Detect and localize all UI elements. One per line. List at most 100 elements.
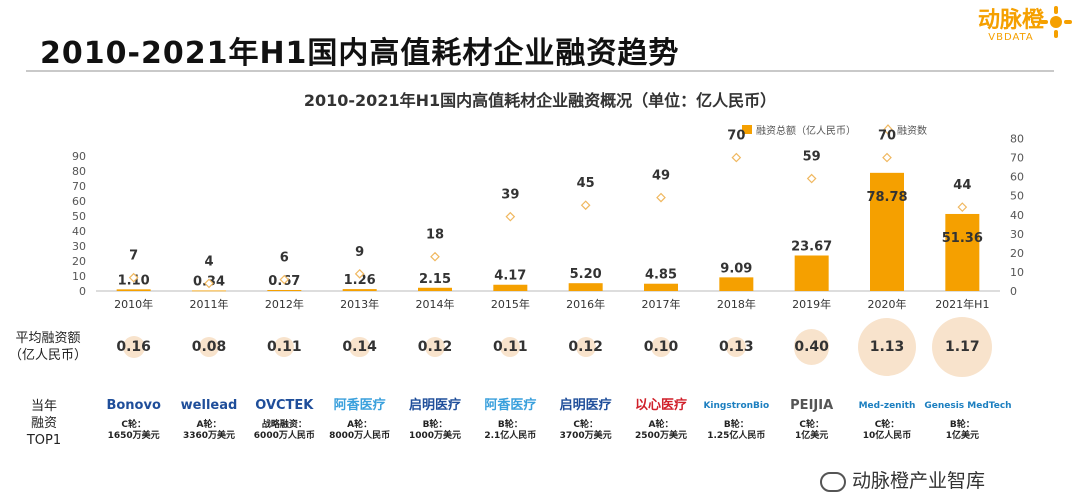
company-cell: 阿香医疗 A轮： 8000万人民币	[322, 392, 398, 442]
company-amount: 3360万美元	[182, 431, 236, 441]
company-logo: Genesis MedTech	[924, 401, 1012, 411]
avg-value-cell: 0.11	[480, 330, 540, 364]
point-marker	[279, 274, 290, 285]
y-left-tick-label: 30	[72, 240, 86, 253]
point-value-label: 6	[280, 251, 289, 266]
avg-bubble	[932, 317, 993, 377]
avg-bubble	[794, 329, 830, 365]
company-round: A轮：	[648, 420, 674, 430]
title-divider	[26, 70, 1054, 72]
avg-value: 0.11	[267, 339, 302, 355]
point-marker	[354, 268, 365, 279]
company-cell: 启明医疗 B轮： 1000万美元	[397, 392, 473, 442]
point-value-label: 70	[878, 129, 896, 144]
bar	[267, 289, 302, 291]
company-amount: 1亿美元	[795, 431, 829, 441]
company-cell: Med-zenith C轮： 10亿人民币	[849, 392, 925, 442]
x-tick-label: 2019年	[792, 297, 831, 311]
avg-bubble	[122, 335, 145, 359]
company-round: B轮：	[949, 420, 975, 430]
company-logo: Med-zenith	[858, 401, 916, 411]
x-tick-label: 2012年	[265, 297, 304, 311]
x-tick-label: 2013年	[340, 297, 379, 311]
avg-value-cell: 0.10	[631, 330, 691, 364]
bar	[192, 290, 226, 292]
company-amount: 2500万美元	[634, 431, 688, 441]
company-logo: 启明医疗	[559, 398, 612, 413]
point-marker	[656, 192, 666, 203]
wechat-icon	[820, 471, 846, 492]
y-right-tick-label: 40	[1010, 209, 1024, 222]
point-marker	[505, 211, 516, 222]
avg-value: 1.13	[869, 339, 905, 355]
bar	[418, 287, 452, 291]
avg-bubble	[500, 337, 521, 357]
y-right-tick-label: 70	[1010, 152, 1024, 165]
company-logo: wellead	[180, 398, 238, 413]
logo-text: 动脉橙	[977, 8, 1044, 33]
company-logo: PEIJIA	[790, 398, 834, 413]
sun-icon	[1040, 6, 1072, 38]
bar-value-label: 2.15	[419, 272, 451, 287]
bar-value-label: 4.85	[645, 268, 677, 283]
avg-label-line1: 平均融资额	[15, 331, 81, 346]
watermark-text: 动脉橙产业智库	[852, 470, 986, 492]
bar	[870, 172, 904, 291]
bar-value-label: 5.20	[570, 267, 602, 282]
y-right-tick-label: 50	[1010, 190, 1024, 203]
avg-value-cell: 0.13	[706, 330, 766, 364]
avg-bubble	[349, 336, 371, 358]
company-round: C轮：	[799, 420, 824, 430]
bar	[493, 284, 528, 291]
y-left-tick-label: 80	[72, 165, 86, 178]
y-right-tick-label: 30	[1010, 228, 1024, 241]
y-left-tick-label: 90	[72, 150, 86, 163]
point-marker	[957, 202, 968, 212]
avg-bubble	[274, 337, 295, 357]
point-marker	[731, 152, 742, 163]
point-marker	[580, 200, 591, 211]
bar	[794, 255, 829, 291]
company-round: C轮：	[874, 420, 900, 430]
x-tick-label: 2020年	[868, 297, 907, 311]
avg-value-cell: 0.14	[330, 330, 390, 364]
company-round: C轮：	[573, 420, 598, 430]
company-round: A轮：	[196, 420, 222, 430]
y-left-tick-label: 50	[72, 210, 86, 223]
avg-value: 1.17	[945, 339, 980, 355]
company-logo: Bonovo	[106, 398, 161, 413]
company-amount: 6000万人民币	[253, 431, 315, 441]
point-value-label: 45	[577, 176, 595, 191]
avg-value: 0.40	[794, 339, 829, 355]
company-cell: Genesis MedTech B轮： 1亿美元	[924, 392, 1012, 442]
point-value-label: 59	[803, 150, 821, 165]
avg-value: 0.13	[719, 339, 754, 355]
avg-value-cell: 1.17	[932, 317, 993, 377]
y-right-tick-label: 80	[1010, 133, 1024, 146]
company-amount: 1000万美元	[408, 431, 462, 441]
bar-value-label: 78.78	[866, 190, 907, 205]
top1-label-line: 当年	[30, 399, 57, 414]
company-amount: 1650万美元	[107, 431, 160, 441]
brand-logo: 动脉橙 VBDATA	[978, 2, 1044, 43]
company-logo: KingstronBio	[703, 401, 770, 411]
bar	[568, 283, 603, 291]
y-right-tick-label: 0	[1010, 285, 1017, 298]
avg-value-cell: 0.40	[782, 329, 842, 365]
point-value-label: 4	[204, 254, 213, 269]
point-value-label: 44	[953, 178, 971, 193]
avg-value-cell: 0.16	[104, 330, 164, 364]
company-cell: PEIJIA C轮： 1亿美元	[774, 392, 850, 442]
avg-value-cell: 1.13	[857, 317, 917, 377]
avg-value: 0.14	[342, 339, 377, 355]
company-amount: 1.25亿人民币	[707, 431, 766, 441]
point-value-label: 70	[727, 129, 745, 144]
bar	[342, 289, 377, 291]
avg-value: 0.08	[191, 339, 227, 355]
company-cell: Bonovo C轮： 1650万美元	[96, 392, 172, 442]
x-tick-label: 2017年	[642, 297, 681, 311]
avg-bubble	[651, 337, 671, 357]
company-round: A轮：	[347, 420, 373, 430]
top1-label: 当年 融资 TOP1	[14, 398, 74, 449]
avg-bubble	[726, 337, 747, 357]
